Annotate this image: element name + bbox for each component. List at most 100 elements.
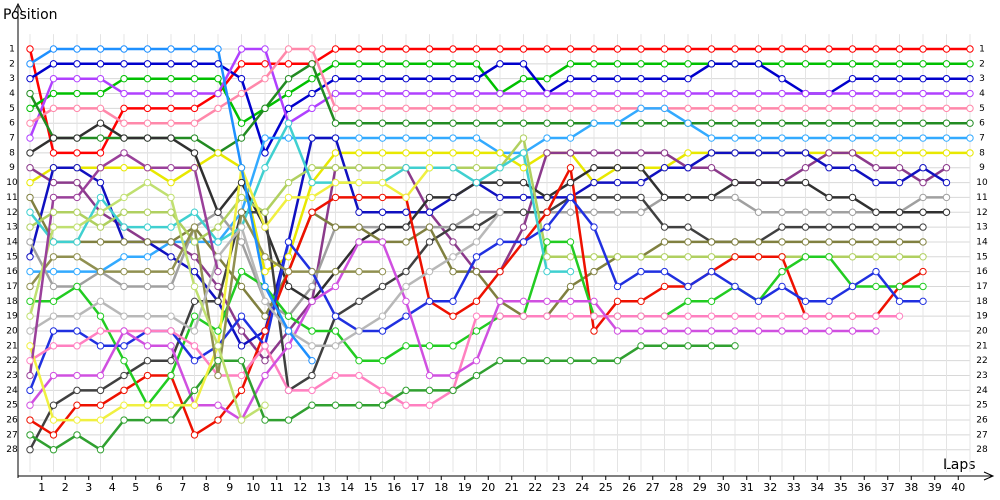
point: [143, 356, 152, 365]
point: [308, 60, 316, 68]
point: [26, 60, 34, 68]
x-tick-label: 33: [787, 481, 801, 494]
point: [96, 401, 105, 409]
point: [214, 342, 222, 350]
x-tick-label: 25: [599, 481, 613, 494]
point: [848, 45, 857, 53]
point: [543, 149, 551, 157]
x-tick-label: 10: [246, 481, 260, 494]
point: [848, 327, 857, 335]
point: [190, 386, 199, 395]
series-line: [28, 136, 948, 348]
point: [214, 371, 222, 380]
point: [590, 356, 598, 365]
point: [308, 386, 316, 395]
y-tick-label-right: 21: [976, 341, 987, 351]
point: [378, 89, 387, 98]
x-tick-label: 5: [132, 481, 139, 494]
point: [120, 223, 128, 231]
point: [613, 208, 622, 216]
point: [825, 208, 833, 216]
point: [942, 89, 951, 98]
point: [660, 267, 669, 276]
point: [778, 119, 786, 127]
point: [26, 119, 34, 127]
point: [378, 149, 387, 157]
point: [754, 134, 763, 142]
y-tick-label: 5: [9, 104, 15, 114]
point: [308, 327, 316, 335]
point: [167, 208, 175, 216]
point: [355, 104, 363, 113]
point: [566, 104, 575, 113]
point: [754, 104, 763, 113]
point: [684, 89, 692, 98]
point: [331, 327, 340, 335]
point: [472, 60, 481, 68]
point: [919, 193, 927, 202]
point: [308, 401, 316, 409]
point: [449, 371, 457, 380]
point: [519, 208, 528, 216]
point: [167, 74, 175, 83]
point: [684, 193, 692, 202]
point: [543, 238, 551, 246]
point: [519, 178, 528, 187]
point: [96, 297, 105, 306]
point: [120, 45, 128, 53]
x-tick-label: 16: [387, 481, 401, 494]
series-line: [29, 120, 571, 273]
point: [566, 119, 575, 127]
point: [331, 267, 340, 276]
point: [237, 45, 246, 53]
point: [402, 193, 410, 202]
point: [308, 282, 316, 291]
y-tick-label: 28: [6, 445, 18, 455]
point: [778, 45, 786, 53]
point: [425, 297, 434, 306]
point: [613, 356, 622, 365]
point: [308, 164, 316, 172]
point: [143, 89, 152, 98]
point: [872, 74, 880, 83]
point: [331, 119, 340, 127]
point: [237, 356, 246, 365]
point: [613, 89, 622, 98]
point: [613, 149, 622, 157]
point: [49, 312, 58, 320]
point: [543, 119, 551, 127]
point: [731, 253, 739, 261]
point: [331, 223, 340, 231]
point: [519, 193, 528, 202]
x-tick-label: 9: [226, 481, 233, 494]
x-tick-label: 13: [317, 481, 331, 494]
y-tick-label-right: 7: [979, 134, 985, 144]
point: [143, 60, 152, 68]
point: [378, 104, 387, 113]
point: [519, 238, 528, 246]
point: [519, 297, 528, 306]
point: [167, 327, 175, 335]
point: [801, 89, 810, 98]
y-tick-label-right: 22: [976, 356, 987, 366]
point: [684, 342, 692, 350]
point: [637, 342, 645, 350]
point: [684, 253, 692, 261]
x-tick-label: 23: [552, 481, 566, 494]
y-tick-label-right: 13: [976, 223, 987, 233]
point: [942, 149, 951, 157]
point: [895, 178, 904, 187]
point: [167, 253, 175, 261]
point: [26, 74, 34, 83]
point: [402, 208, 410, 216]
y-tick-label-right: 18: [976, 297, 988, 307]
point: [895, 60, 904, 68]
point: [284, 178, 293, 187]
point: [425, 74, 434, 83]
point: [566, 60, 575, 68]
point: [590, 89, 598, 98]
point: [237, 267, 246, 276]
point: [355, 238, 363, 246]
point: [966, 119, 974, 127]
